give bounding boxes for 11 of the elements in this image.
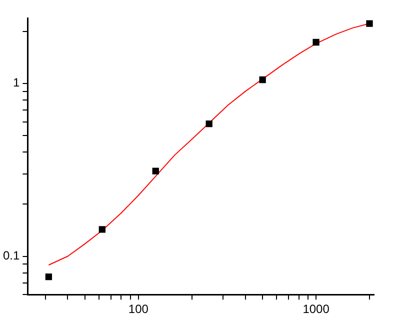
point [45, 274, 52, 280]
point [98, 226, 106, 233]
point [206, 120, 212, 128]
point [259, 76, 266, 84]
x-tick-label: 100 [128, 302, 149, 316]
y-tick-label: 0.1 [2, 248, 20, 263]
x-tick-label: 1000 [302, 302, 330, 316]
point [152, 168, 159, 174]
point [366, 20, 373, 27]
point [312, 38, 320, 46]
y-tick-label: 1 [12, 76, 20, 90]
